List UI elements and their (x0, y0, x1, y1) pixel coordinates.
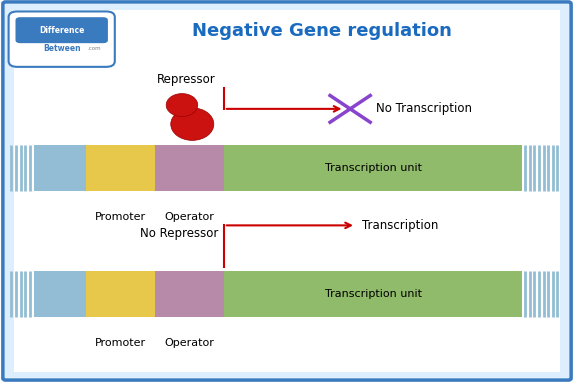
Bar (86, 145, 155, 191)
Bar (86, 271, 155, 317)
Text: No Repressor: No Repressor (139, 227, 218, 240)
Text: .com: .com (87, 46, 101, 52)
Ellipse shape (171, 108, 214, 141)
FancyBboxPatch shape (3, 2, 571, 380)
Text: Promoter: Promoter (95, 212, 146, 222)
Text: Transcription unit: Transcription unit (325, 289, 421, 299)
Text: Between: Between (43, 44, 81, 53)
FancyBboxPatch shape (9, 11, 115, 67)
Text: Operator: Operator (165, 212, 214, 222)
Text: Transcription unit: Transcription unit (325, 163, 421, 173)
Bar (155, 145, 224, 191)
Bar (224, 145, 522, 191)
Bar (34, 145, 86, 191)
FancyBboxPatch shape (15, 17, 108, 43)
Text: Operator: Operator (165, 338, 214, 348)
Ellipse shape (166, 94, 197, 117)
Text: Negative Gene regulation: Negative Gene regulation (192, 21, 451, 40)
Text: Difference: Difference (39, 26, 85, 35)
Text: Repressor: Repressor (157, 73, 216, 86)
Bar (34, 271, 86, 317)
Text: Transcription: Transcription (362, 219, 438, 232)
Bar (224, 271, 522, 317)
Text: Promoter: Promoter (95, 338, 146, 348)
Text: No Transcription: No Transcription (376, 102, 472, 115)
Bar (155, 271, 224, 317)
